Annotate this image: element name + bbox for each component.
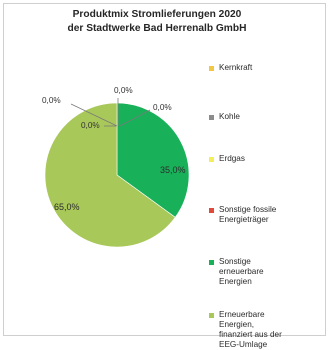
legend-label-4-line-2: Energien bbox=[219, 277, 252, 286]
legend-label-0: Kernkraft bbox=[219, 63, 319, 73]
legend-swatch-3 bbox=[209, 208, 214, 213]
leader-line-2 bbox=[119, 109, 151, 127]
legend-label-3: Sonstige fossile Energieträger bbox=[219, 205, 319, 225]
legend-label-4-line-1: erneuerbare bbox=[219, 267, 264, 276]
legend-label-0-line-0: Kernkraft bbox=[219, 63, 253, 72]
legend-label-1-line-0: Kohle bbox=[219, 112, 240, 121]
legend-item-1: Kohle bbox=[209, 112, 319, 122]
pie-slices bbox=[44, 102, 190, 248]
legend-swatch-1 bbox=[209, 115, 214, 120]
pie-chart: 0,0% 0,0% 0,0% 0,0% 35,0% 65,0% bbox=[42, 86, 190, 248]
pie-leader-lines bbox=[70, 98, 151, 127]
chart-title-line-2: der Stadtwerke Bad Herrenalb GmbH bbox=[67, 23, 247, 34]
pie-slice-5 bbox=[44, 102, 176, 248]
legend-item-0: Kernkraft bbox=[209, 63, 319, 73]
legend-label-4: Sonstige erneuerbare Energien bbox=[219, 257, 319, 287]
legend-label-3-line-0: Sonstige fossile bbox=[219, 205, 277, 214]
data-label-5: 65,0% bbox=[54, 202, 80, 212]
legend-swatch-2 bbox=[209, 157, 214, 162]
pie-data-labels: 0,0% 0,0% 0,0% 0,0% 35,0% 65,0% bbox=[42, 86, 186, 212]
legend-label-2-line-0: Erdgas bbox=[219, 154, 245, 163]
legend-label-5-line-0: Erneuerbare bbox=[219, 310, 265, 319]
legend-item-2: Erdgas bbox=[209, 154, 319, 164]
legend-label-3-line-1: Energieträger bbox=[219, 215, 269, 224]
legend-swatch-0 bbox=[209, 66, 214, 71]
legend-item-4: Sonstige erneuerbare Energien bbox=[209, 257, 319, 287]
legend-label-1: Kohle bbox=[219, 112, 319, 122]
data-label-3: 0,0% bbox=[81, 121, 100, 130]
legend-item-3: Sonstige fossile Energieträger bbox=[209, 205, 319, 225]
legend-swatch-5 bbox=[209, 313, 214, 318]
legend-label-2: Erdgas bbox=[219, 154, 319, 164]
data-label-0: 0,0% bbox=[42, 96, 61, 105]
legend-item-5: Erneuerbare Energien, finanziert aus der EE… bbox=[209, 310, 319, 350]
data-label-1: 0,0% bbox=[114, 86, 133, 95]
chart-title: Produktmix Stromlieferungen 2020 der Sta… bbox=[40, 8, 274, 36]
legend-label-5-line-1: Energien, bbox=[219, 320, 255, 329]
leader-line-0 bbox=[70, 103, 118, 127]
chart-title-line-1: Produktmix Stromlieferungen 2020 bbox=[72, 9, 242, 20]
data-label-4: 35,0% bbox=[160, 165, 186, 175]
pie-slice-4 bbox=[116, 102, 190, 218]
legend-label-5: Erneuerbare Energien, finanziert aus der EE… bbox=[219, 310, 319, 350]
legend-label-5-line-3: EEG-Umlage bbox=[219, 340, 268, 349]
data-label-2: 0,0% bbox=[153, 103, 172, 112]
legend-label-5-line-2: finanziert aus der bbox=[219, 330, 282, 339]
legend-swatch-4 bbox=[209, 260, 214, 265]
legend-label-4-line-0: Sonstige bbox=[219, 257, 251, 266]
